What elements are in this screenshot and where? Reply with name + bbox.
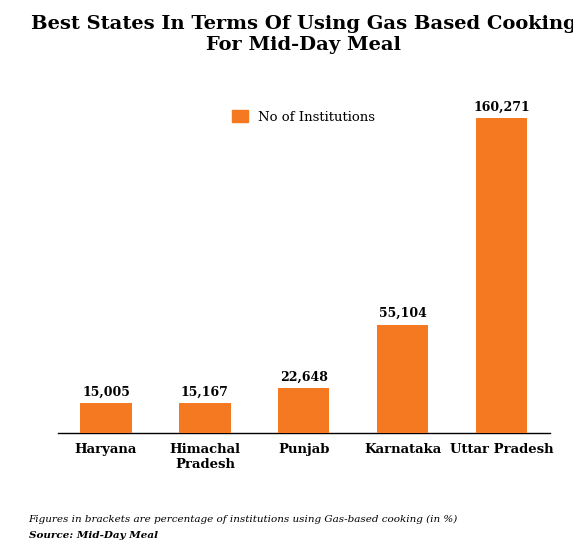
Text: 55,104: 55,104 [379,307,427,320]
Bar [179,403,230,433]
Text: (67%): (67%) [478,284,524,298]
Title: Best States In Terms Of Using Gas Based Cooking
For Mid-Day Meal: Best States In Terms Of Using Gas Based … [31,15,573,54]
Legend: No of Institutions: No of Institutions [227,105,380,129]
Text: (59%): (59%) [83,412,129,427]
Bar [377,325,429,433]
Text: 15,167: 15,167 [181,386,229,399]
Bar [80,404,132,433]
Text: (84%): (84%) [281,406,327,420]
Bar [278,389,329,433]
Text: Figures in brackets are percentage of institutions using Gas-based cooking (in %: Figures in brackets are percentage of in… [29,514,458,524]
Text: Source: Mid-Day Meal: Source: Mid-Day Meal [29,531,158,540]
Text: (84%): (84%) [182,412,228,427]
Text: 22,648: 22,648 [280,371,328,384]
Text: 160,271: 160,271 [473,100,530,114]
Text: 15,005: 15,005 [82,386,130,399]
Text: (84%): (84%) [380,377,426,391]
Bar [476,118,527,433]
